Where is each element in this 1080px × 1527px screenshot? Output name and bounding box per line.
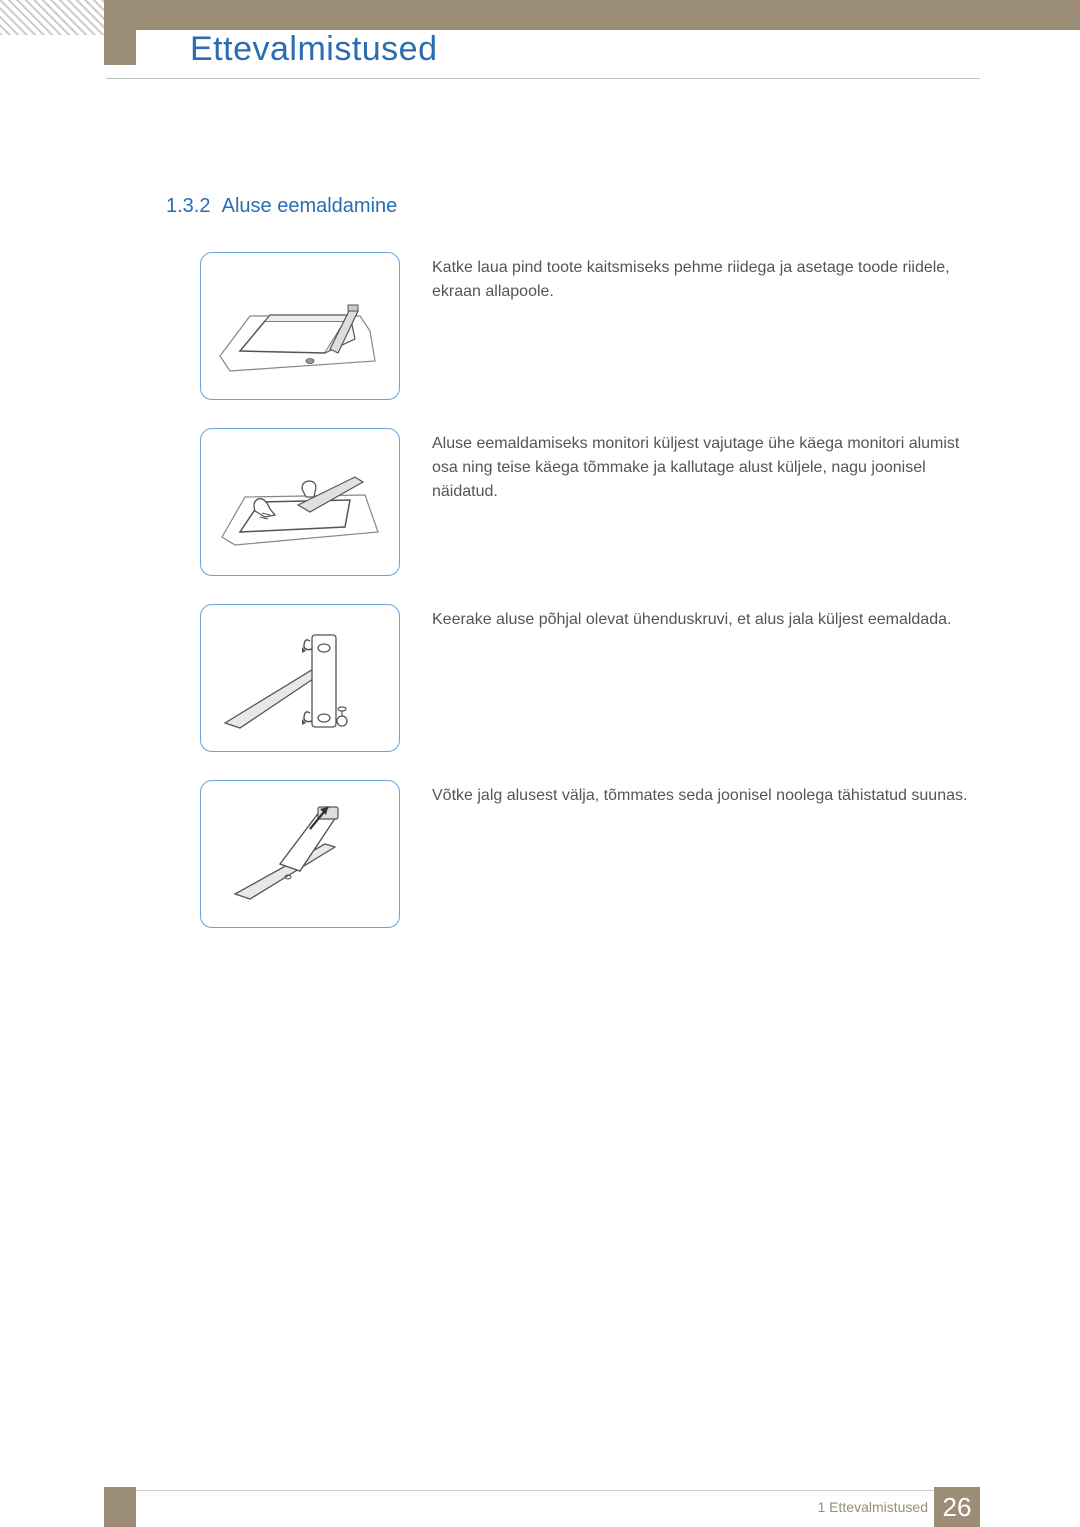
step-3: Keerake aluse põhjal olevat ühenduskruvi… xyxy=(200,604,970,752)
step-4-illustration xyxy=(200,780,400,928)
steps-container: Katke laua pind toote kaitsmiseks pehme … xyxy=(200,252,970,956)
step-1-text: Katke laua pind toote kaitsmiseks pehme … xyxy=(432,252,970,304)
footer-label: 1 Ettevalmistused xyxy=(818,1499,929,1515)
section-number: 1.3.2 xyxy=(166,195,210,217)
step-1-illustration xyxy=(200,252,400,400)
header-bar xyxy=(0,0,1080,30)
step-3-text: Keerake aluse põhjal olevat ühenduskruvi… xyxy=(432,604,951,632)
step-2: Aluse eemaldamiseks monitori küljest vaj… xyxy=(200,428,970,576)
footer-bar: 1 Ettevalmistused 26 xyxy=(0,1487,1080,1527)
section-title: Aluse eemaldamine xyxy=(222,195,398,217)
title-underline xyxy=(106,78,980,79)
step-4-text: Võtke jalg alusest välja, tõmmates seda … xyxy=(432,780,967,808)
chapter-title: Ettevalmistused xyxy=(190,30,438,69)
step-4: Võtke jalg alusest välja, tõmmates seda … xyxy=(200,780,970,928)
step-2-illustration xyxy=(200,428,400,576)
step-2-text: Aluse eemaldamiseks monitori küljest vaj… xyxy=(432,428,970,504)
step-3-illustration xyxy=(200,604,400,752)
section-heading: 1.3.2 Aluse eemaldamine xyxy=(166,195,397,218)
page-number: 26 xyxy=(934,1487,980,1527)
chapter-tab xyxy=(104,0,136,65)
step-1: Katke laua pind toote kaitsmiseks pehme … xyxy=(200,252,970,400)
